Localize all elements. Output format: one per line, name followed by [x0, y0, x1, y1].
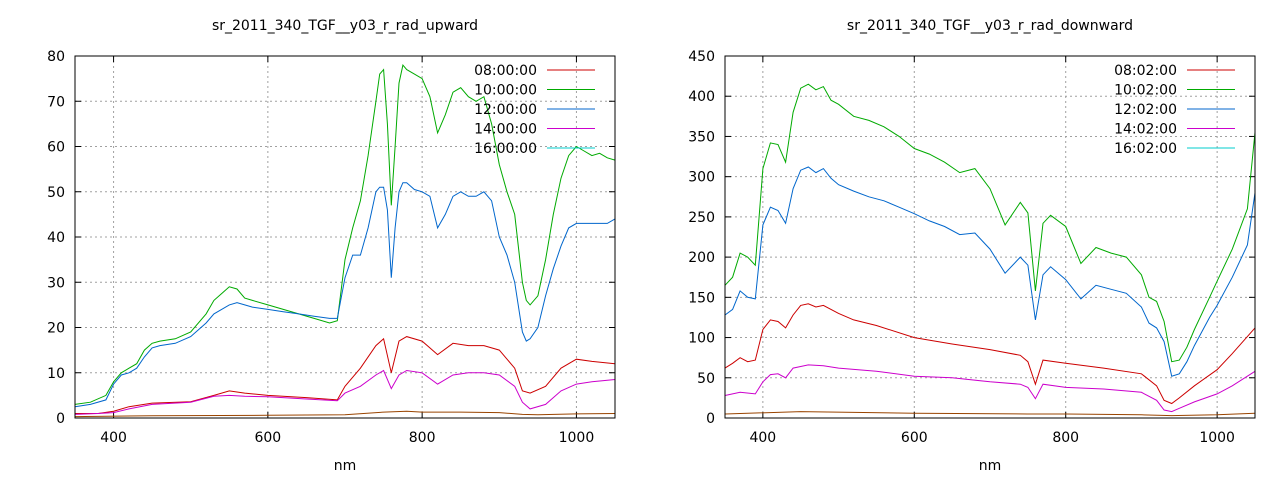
x-axis-label: nm [979, 458, 1002, 474]
chart-panel-2: sr_2011_340_TGF__y03_r_rad_downward 400 60… [688, 18, 1256, 474]
y-tick-label: 80 [47, 49, 65, 65]
legend-label: 08:02:00 [1114, 63, 1177, 79]
y-tick-label: 60 [47, 140, 65, 156]
legend-label: 08:00:00 [474, 63, 537, 79]
y-tick-label: 400 [688, 89, 715, 105]
x-axis-label: nm [334, 458, 357, 474]
series-line-4 [724, 364, 1256, 413]
legend-label: 16:02:00 [1114, 141, 1177, 157]
plot-frame [74, 55, 616, 419]
series-line-1 [75, 336, 616, 414]
series-line-4 [74, 369, 616, 415]
y-tick-label: 50 [47, 185, 65, 201]
series-line-2 [724, 83, 1256, 363]
x-tick-label: 800 [409, 430, 436, 446]
series-line-1 [724, 303, 1256, 405]
series-line-6 [74, 410, 616, 418]
legend-label: 14:02:00 [1114, 122, 1177, 138]
series-line-3 [74, 182, 616, 408]
plot-frame [724, 55, 1256, 419]
chart-title: sr_2011_340_TGF__y03_r_rad_downward [847, 18, 1133, 34]
y-tick-label: 100 [688, 331, 715, 347]
y-tick-label: 200 [688, 250, 715, 266]
legend-label: 12:00:00 [474, 102, 537, 118]
y-tick-label: 0 [706, 411, 715, 427]
y-tick-label: 30 [47, 275, 65, 291]
y-tick-label: 40 [47, 230, 65, 246]
y-tick-label: 50 [697, 371, 715, 387]
series-line-6 [724, 411, 1256, 417]
x-tick-label: 600 [901, 430, 928, 446]
legend-label: 12:02:00 [1114, 102, 1177, 118]
series-line-3 [724, 166, 1256, 377]
legend-label: 10:00:00 [474, 83, 537, 99]
x-tick-label: 600 [254, 430, 281, 446]
y-tick-label: 150 [688, 290, 715, 306]
x-tick-label: 1000 [559, 430, 595, 446]
y-tick-label: 450 [688, 49, 715, 65]
y-tick-label: 10 [47, 366, 65, 382]
x-tick-label: 800 [1052, 430, 1079, 446]
legend-label: 10:02:00 [1114, 83, 1177, 99]
legend-label: 14:00:00 [474, 122, 537, 138]
y-tick-label: 300 [688, 170, 715, 186]
y-tick-label: 20 [47, 321, 65, 337]
x-tick-label: 400 [749, 430, 776, 446]
y-tick-label: 350 [688, 129, 715, 145]
x-tick-label: 400 [100, 430, 127, 446]
series-line-2 [74, 64, 616, 405]
x-tick-label: 1000 [1199, 430, 1235, 446]
chart-title: sr_2011_340_TGF__y03_r_rad_upward [212, 18, 478, 34]
y-tick-label: 0 [56, 411, 65, 427]
y-tick-label: 250 [688, 210, 715, 226]
y-tick-label: 70 [47, 94, 65, 110]
legend-label: 16:00:00 [474, 141, 537, 157]
